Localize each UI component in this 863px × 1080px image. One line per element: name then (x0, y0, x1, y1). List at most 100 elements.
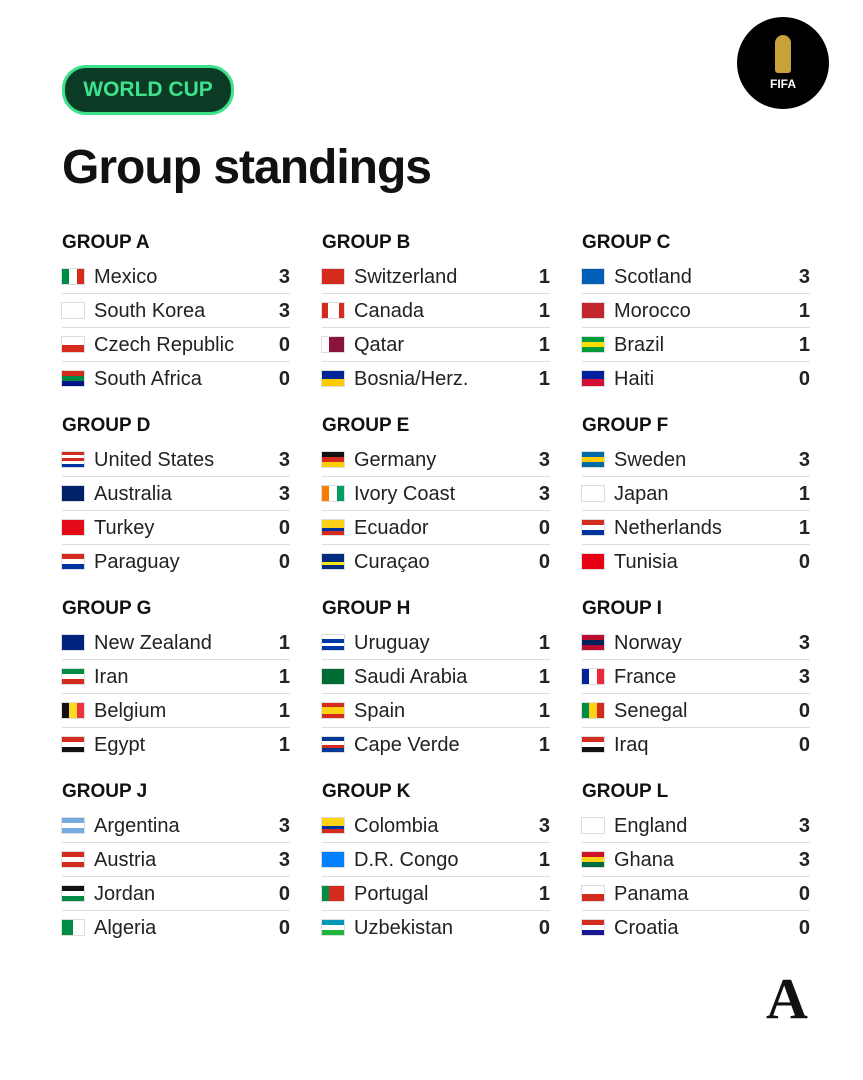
team-name: Sweden (614, 449, 687, 471)
team-name: Algeria (94, 917, 157, 939)
flag-icon (61, 634, 85, 651)
team-row: Brazil 1 (581, 328, 810, 362)
points: 1 (538, 700, 550, 722)
flag-icon (61, 553, 85, 570)
group-name: GROUP E (322, 415, 410, 436)
points: 3 (278, 266, 290, 288)
points: 3 (798, 632, 810, 654)
team-row: Mexico 3 (61, 260, 290, 294)
team-row: Jordan 0 (61, 877, 290, 911)
team-row: United States 3 (61, 443, 290, 477)
points: 1 (798, 517, 810, 539)
points: 1 (538, 368, 550, 390)
team-name: Haiti (614, 368, 655, 390)
points: 3 (798, 666, 810, 688)
team-row: Turkey 0 (61, 511, 290, 545)
team-row: Ghana 3 (581, 843, 810, 877)
team-row: Croatia 0 (581, 911, 810, 944)
team-row: Qatar 1 (321, 328, 550, 362)
logo-text: FIFA (770, 77, 796, 91)
team-name: Morocco (614, 300, 691, 322)
points: 3 (278, 815, 290, 837)
team-name: Australia (94, 483, 172, 505)
group: GROUP E Germany 3 Ivory Coast 3 Ecuador 0 Curaç… (321, 409, 550, 578)
team-row: Sweden 3 (581, 443, 810, 477)
points: 0 (798, 700, 810, 722)
team-name: Iraq (614, 734, 649, 756)
group: GROUP D United States 3 Australia 3 Turkey 0 Pa… (61, 409, 290, 578)
team-name: South Africa (94, 368, 202, 390)
flag-icon (61, 885, 85, 902)
group-name: GROUP C (582, 232, 671, 253)
flag-icon (321, 634, 345, 651)
points: 3 (538, 449, 550, 471)
points: 0 (798, 368, 810, 390)
flag-icon (61, 451, 85, 468)
flag-icon (581, 519, 605, 536)
team-row: Czech Republic 0 (61, 328, 290, 362)
group: GROUP C Scotland 3 Morocco 1 Brazil 1 Haiti 0 (581, 226, 810, 395)
team-name: Colombia (354, 815, 439, 837)
points: 1 (278, 666, 290, 688)
group: GROUP F Sweden 3 Japan 1 Netherlands 1 Tunisia 0 (581, 409, 810, 578)
team-name: Egypt (94, 734, 146, 756)
points: 0 (278, 917, 290, 939)
team-row: Switzerland 1 (321, 260, 550, 294)
points: 1 (278, 632, 290, 654)
team-name: Saudi Arabia (354, 666, 468, 688)
team-row: Iran 1 (61, 660, 290, 694)
points: 0 (798, 734, 810, 756)
team-name: Ivory Coast (354, 483, 456, 505)
team-name: Uruguay (354, 632, 430, 654)
flag-icon (321, 370, 345, 387)
team-name: England (614, 815, 688, 837)
team-row: Curaçao 0 (321, 545, 550, 578)
flag-icon (61, 919, 85, 936)
flag-icon (581, 668, 605, 685)
team-name: Bosnia/Herz. (354, 368, 469, 390)
team-row: Netherlands 1 (581, 511, 810, 545)
team-name: Ghana (614, 849, 675, 871)
team-name: New Zealand (94, 632, 212, 654)
team-row: Saudi Arabia 1 (321, 660, 550, 694)
team-row: Bosnia/Herz. 1 (321, 362, 550, 395)
points: 3 (798, 849, 810, 871)
points: 1 (538, 883, 550, 905)
flag-icon (581, 553, 605, 570)
flag-icon (61, 302, 85, 319)
brand-logo: A (766, 966, 808, 1031)
group: GROUP K Colombia 3 D.R. Congo 1 Portugal 1 Uzbe… (321, 775, 550, 944)
team-name: Qatar (354, 334, 405, 356)
team-row: Scotland 3 (581, 260, 810, 294)
points: 1 (538, 734, 550, 756)
points: 1 (798, 483, 810, 505)
fifa-logo: FIFA (737, 17, 829, 109)
flag-icon (321, 336, 345, 353)
flag-icon (61, 668, 85, 685)
trophy-icon (775, 35, 791, 73)
points: 0 (798, 883, 810, 905)
group-name: GROUP L (582, 781, 669, 802)
points: 1 (538, 300, 550, 322)
group-name: GROUP G (62, 598, 152, 619)
flag-icon (61, 370, 85, 387)
points: 3 (278, 849, 290, 871)
team-row: Colombia 3 (321, 809, 550, 843)
team-name: France (614, 666, 677, 688)
flag-icon (581, 302, 605, 319)
points: 3 (538, 815, 550, 837)
team-row: Morocco 1 (581, 294, 810, 328)
team-name: Czech Republic (94, 334, 235, 356)
team-name: United States (94, 449, 215, 471)
points: 1 (798, 334, 810, 356)
team-row: Belgium 1 (61, 694, 290, 728)
team-row: South Africa 0 (61, 362, 290, 395)
flag-icon (581, 268, 605, 285)
flag-icon (61, 851, 85, 868)
group: GROUP A Mexico 3 South Korea 3 Czech Republic… (61, 226, 290, 395)
group-name: GROUP F (582, 415, 669, 436)
flag-icon (61, 702, 85, 719)
team-row: France 3 (581, 660, 810, 694)
team-name: Japan (614, 483, 669, 505)
team-row: D.R. Congo 1 (321, 843, 550, 877)
